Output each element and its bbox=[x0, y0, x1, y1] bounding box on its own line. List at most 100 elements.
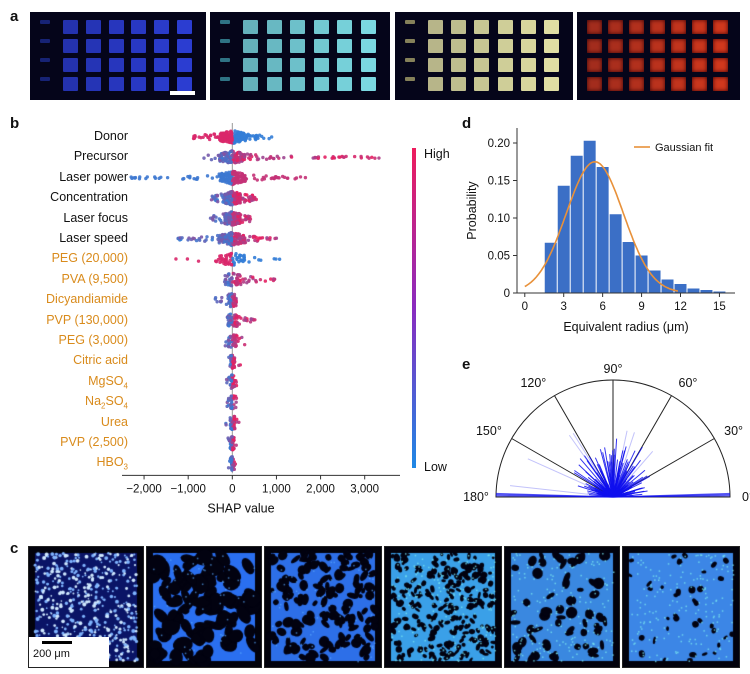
panel-label-b: b bbox=[10, 115, 20, 132]
shap-point bbox=[293, 177, 297, 181]
array-cell bbox=[713, 39, 728, 53]
polar-angle-label: 0° bbox=[742, 490, 750, 504]
array-cell bbox=[520, 39, 536, 53]
shap-point bbox=[215, 233, 220, 238]
shap-point bbox=[132, 176, 136, 180]
shap-feature-label: PVP (130,000) bbox=[46, 312, 128, 327]
array-cell bbox=[650, 77, 665, 91]
array-cell bbox=[62, 20, 78, 34]
shap-point bbox=[223, 139, 227, 143]
shap-point bbox=[248, 234, 252, 239]
shap-point bbox=[344, 154, 348, 159]
array-cell bbox=[629, 39, 644, 53]
shap-point bbox=[235, 155, 239, 159]
shap-feature-label: Dicyandiamide bbox=[46, 292, 128, 307]
shap-point bbox=[230, 203, 234, 207]
shap-point bbox=[262, 136, 266, 140]
array-cell bbox=[85, 77, 101, 91]
shap-point bbox=[220, 178, 225, 182]
shap-point bbox=[221, 175, 226, 180]
array-cell bbox=[131, 77, 147, 91]
array-cell bbox=[692, 77, 707, 91]
shap-feature-label: Concentration bbox=[50, 190, 128, 205]
shap-feature-label: MgSO4 bbox=[88, 373, 128, 391]
array-cell bbox=[608, 39, 623, 53]
shap-point bbox=[221, 195, 225, 200]
shap-point bbox=[316, 156, 320, 161]
shap-point bbox=[194, 238, 199, 243]
array-cell bbox=[177, 77, 193, 91]
shap-point bbox=[195, 175, 200, 180]
array-cell bbox=[360, 77, 376, 91]
array-cell bbox=[474, 20, 490, 34]
array-cell bbox=[650, 39, 665, 53]
array-cell bbox=[220, 20, 230, 24]
shap-point bbox=[129, 175, 133, 179]
polar-angle-label: 120° bbox=[520, 376, 546, 390]
shap-point bbox=[202, 156, 206, 160]
shap-point bbox=[275, 154, 279, 159]
array-cell bbox=[177, 58, 193, 72]
shap-point bbox=[207, 137, 212, 142]
shap-point bbox=[235, 221, 240, 225]
array-cell bbox=[40, 58, 50, 62]
shap-feature-label: Citric acid bbox=[73, 353, 128, 368]
shap-point bbox=[239, 152, 243, 157]
shap-point bbox=[238, 138, 243, 142]
shap-point bbox=[233, 131, 237, 135]
shap-point bbox=[234, 138, 239, 142]
shap-point bbox=[252, 173, 256, 177]
micrograph-3 bbox=[264, 546, 382, 668]
shap-point bbox=[246, 195, 251, 200]
shap-point bbox=[209, 157, 214, 162]
shap-point bbox=[217, 217, 221, 221]
shap-point bbox=[264, 174, 268, 178]
shap-feature-label: Laser power bbox=[59, 169, 128, 184]
shap-point bbox=[226, 154, 230, 159]
shap-feature-labels: Donor Precursor Laser power Concentration La… bbox=[10, 128, 128, 478]
shap-point bbox=[241, 157, 245, 162]
shap-point bbox=[359, 156, 364, 160]
polar-angle-label: 90° bbox=[604, 362, 623, 376]
photo-cyan-emission bbox=[210, 12, 390, 100]
array-cell bbox=[154, 58, 170, 72]
shap-point bbox=[280, 174, 285, 179]
shap-point bbox=[232, 198, 237, 202]
shap-point bbox=[252, 195, 256, 200]
shap-point bbox=[267, 136, 271, 141]
array-cell bbox=[40, 39, 50, 43]
shap-point bbox=[269, 155, 273, 160]
shap-point bbox=[262, 177, 267, 181]
array-cell bbox=[313, 77, 329, 91]
shap-point bbox=[217, 153, 221, 158]
scale-bar bbox=[42, 641, 72, 644]
array-cell bbox=[713, 58, 728, 72]
shap-point bbox=[223, 216, 228, 221]
shap-point bbox=[244, 217, 248, 222]
array-cell bbox=[428, 77, 444, 91]
shap-point bbox=[220, 136, 224, 141]
array-cell bbox=[543, 39, 559, 53]
shap-point bbox=[218, 158, 222, 163]
shap-point bbox=[208, 134, 213, 138]
array-cell bbox=[520, 77, 536, 91]
array-cell bbox=[62, 77, 78, 91]
shap-point bbox=[273, 236, 277, 241]
array-cell bbox=[266, 20, 282, 34]
photo-yellow-emission bbox=[395, 12, 573, 100]
shap-point bbox=[236, 192, 241, 197]
array-cell bbox=[692, 58, 707, 72]
shap-point bbox=[227, 241, 231, 246]
array-cell bbox=[85, 20, 101, 34]
panel-label-e: e bbox=[462, 356, 471, 373]
shap-point bbox=[224, 201, 228, 205]
shap-point bbox=[227, 220, 232, 225]
shap-point bbox=[209, 198, 214, 202]
shap-point bbox=[311, 156, 315, 160]
array-cell bbox=[587, 20, 602, 34]
scale-box: 200 μm bbox=[29, 637, 109, 667]
array-cell bbox=[40, 20, 50, 24]
array-cell bbox=[266, 77, 282, 91]
array-cell bbox=[474, 39, 490, 53]
